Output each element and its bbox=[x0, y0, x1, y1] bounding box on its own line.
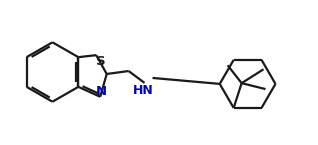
Text: S: S bbox=[96, 55, 106, 68]
Text: N: N bbox=[96, 85, 107, 98]
Text: HN: HN bbox=[133, 84, 154, 97]
